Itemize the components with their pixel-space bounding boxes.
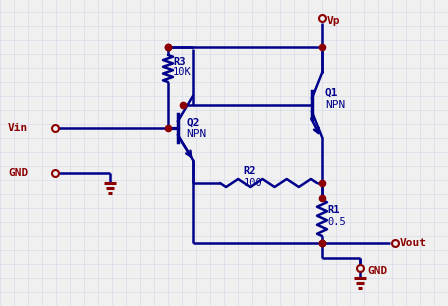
Text: Q2: Q2 (186, 118, 199, 128)
Text: Vout: Vout (400, 238, 427, 248)
Text: NPN: NPN (186, 129, 206, 139)
Text: 100: 100 (244, 178, 262, 188)
Text: R2: R2 (244, 166, 256, 176)
Text: GND: GND (367, 266, 387, 276)
Text: GND: GND (8, 168, 28, 178)
Text: 0.5: 0.5 (327, 217, 346, 227)
Text: Q1: Q1 (325, 88, 339, 98)
Text: Vp: Vp (327, 16, 340, 26)
Text: 10K: 10K (173, 67, 192, 77)
Text: Vin: Vin (8, 123, 28, 133)
Text: NPN: NPN (325, 100, 345, 110)
Text: R1: R1 (327, 205, 340, 215)
Text: R3: R3 (173, 57, 185, 67)
